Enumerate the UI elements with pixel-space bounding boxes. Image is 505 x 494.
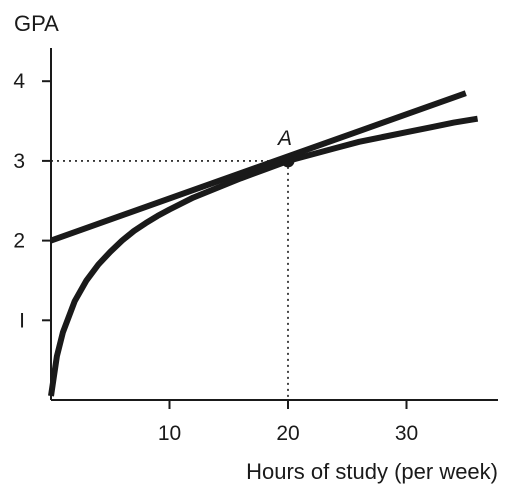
y-tick-label-3: 3 <box>13 150 25 173</box>
y-tick-label-1: I <box>19 309 25 332</box>
x-tick-label-30: 30 <box>395 422 418 445</box>
y-tick-label-4: 4 <box>13 70 25 93</box>
y-tick-label-2: 2 <box>13 230 25 253</box>
x-tick-label-20: 20 <box>276 422 299 445</box>
x-tick-label-10: 10 <box>158 422 181 445</box>
series-tangent-line <box>49 90 467 244</box>
point-a-marker <box>281 154 295 168</box>
x-axis-title: Hours of study (per week) <box>246 459 498 484</box>
point-a-label: A <box>276 127 292 150</box>
series-curve-line <box>48 115 479 397</box>
y-axis-title: GPA <box>14 11 59 36</box>
